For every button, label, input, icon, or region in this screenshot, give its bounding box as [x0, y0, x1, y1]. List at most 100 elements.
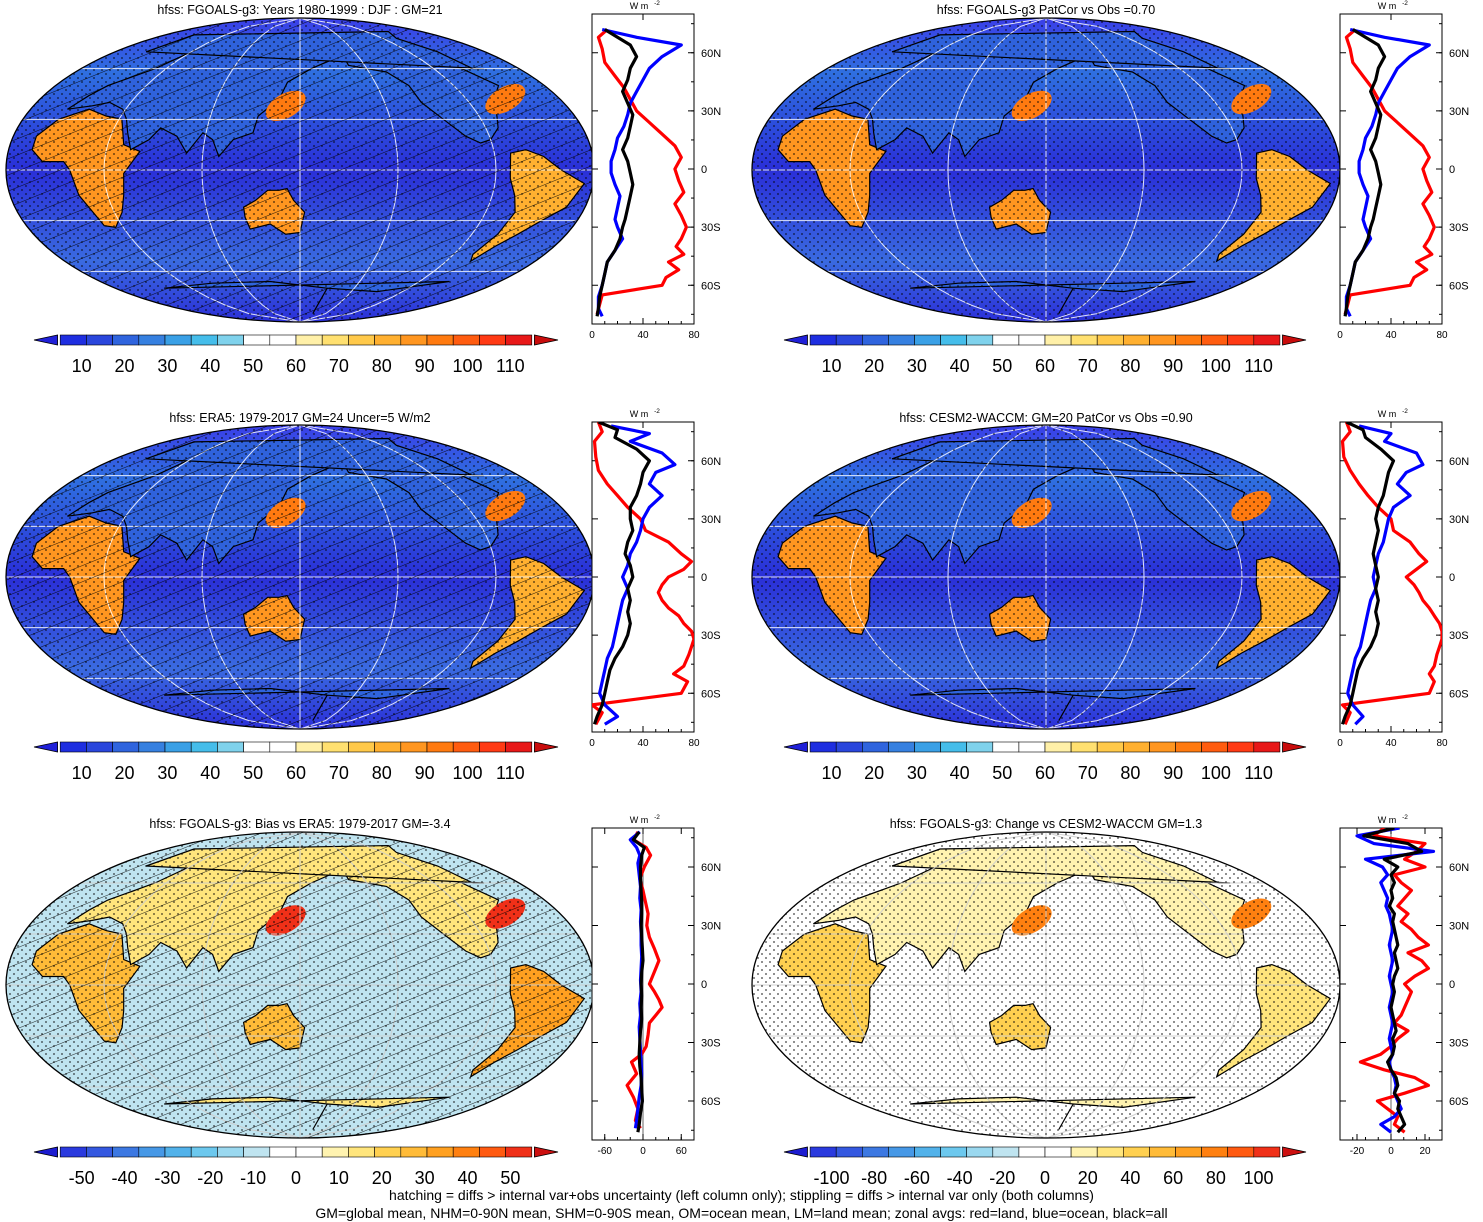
zonal-line-land	[595, 28, 688, 315]
colorbar-swatch	[888, 334, 915, 346]
colorbar-swatch	[479, 1146, 506, 1158]
panel-title: hfss: FGOALS-g3: Change vs CESM2-WACCM G…	[890, 817, 1203, 831]
colorbar-swatch	[1123, 741, 1150, 753]
zonal-line-ocean	[1346, 424, 1425, 726]
zonal-x-tick-label: 20	[1419, 1146, 1431, 1157]
colorbar-swatch	[1044, 741, 1072, 753]
colorbar-tick-label: 90	[415, 763, 435, 783]
zonal-y-tick-label: 30S	[701, 1038, 721, 1050]
zonal-line-all	[1340, 422, 1396, 725]
colorbar-max-arrow	[534, 741, 559, 753]
colorbar-tick-label: -40	[947, 1168, 973, 1188]
panel-title: hfss: FGOALS-g3 PatCor vs Obs =0.70	[937, 3, 1156, 17]
colorbar-swatch	[269, 1146, 297, 1158]
zonal-y-tick-label: 60S	[701, 280, 721, 292]
colorbar-swatch	[164, 741, 192, 753]
zonal-series-group	[595, 27, 688, 318]
zonal-x-tick-label: 40	[637, 330, 649, 341]
colorbar-tick-label: 20	[114, 763, 134, 783]
colorbar-tick-label: 50	[500, 1168, 520, 1188]
zonal-x-tick-label: 80	[688, 738, 700, 749]
zonal-x-tick-label: 40	[1385, 738, 1397, 749]
zonal-mean-plot: W m -2 -20 0 20 60N 30N 0 30S 60S	[1339, 814, 1469, 1157]
colorbar-tick-label: 70	[1078, 763, 1098, 783]
colorbar-tick-label: 40	[1120, 1168, 1140, 1188]
colorbar-tick-label: 100	[1201, 763, 1231, 783]
colorbar-swatch	[861, 1146, 889, 1158]
zonal-x-tick-label: 60	[676, 1146, 688, 1157]
hatching-overlay	[6, 425, 594, 729]
colorbar-tick-label: 20	[864, 356, 884, 376]
colorbar-swatch	[243, 1146, 271, 1158]
colorbar-swatch	[217, 741, 244, 753]
colorbar-swatch	[966, 334, 994, 346]
zonal-x-tick-label: 0	[1337, 330, 1343, 341]
zonal-y-tick-label: 60S	[701, 688, 721, 700]
colorbar-tick-label: 30	[907, 356, 927, 376]
colorbar-swatch	[914, 741, 941, 753]
colorbar-min-arrow	[33, 1146, 58, 1158]
colorbar-swatch	[374, 1146, 402, 1158]
zonal-mean-plot: W m -2 0 40 80 60N 30N 0 30S 60S	[1337, 408, 1469, 749]
zonal-unit-label: W m	[630, 409, 649, 419]
colorbar-swatch	[1070, 741, 1098, 753]
zonal-line-all	[631, 830, 646, 1133]
zonal-unit-exponent: -2	[654, 814, 660, 821]
colorbar-max-arrow	[1282, 334, 1307, 346]
zonal-series-group	[625, 830, 664, 1133]
colorbar-tick-label: 30	[415, 1168, 435, 1188]
zonal-plot-frame	[591, 13, 695, 325]
zonal-y-tick-label: 30N	[701, 514, 721, 526]
panel-6: hfss: FGOALS-g3: Change vs CESM2-WACCM G…	[751, 814, 1469, 1188]
colorbar-swatch	[992, 334, 1020, 346]
zonal-y-tick-label: 60S	[1449, 688, 1469, 700]
zonal-y-tick-label: 30S	[701, 630, 721, 642]
zonal-y-tick-label: 0	[1449, 572, 1455, 584]
colorbar-tick-label: 90	[1163, 356, 1183, 376]
zonal-mean-plot: W m -2 0 40 80 60N 30N 0 30S 60S	[1337, 0, 1469, 341]
colorbar-tick-label: 60	[286, 356, 306, 376]
zonal-y-tick-label: 30N	[1449, 921, 1469, 933]
colorbar-swatch	[1201, 741, 1228, 753]
zonal-series-group	[592, 422, 694, 726]
zonal-y-tick-label: 60N	[1449, 456, 1469, 468]
zonal-y-tick-label: 30N	[701, 921, 721, 933]
colorbar-swatch	[217, 334, 244, 346]
colorbar-swatch	[295, 334, 323, 346]
colorbar-swatch	[1227, 1146, 1255, 1158]
colorbar-swatch	[1070, 1146, 1098, 1158]
colorbar-tick-label: 0	[1040, 1168, 1050, 1188]
colorbar-tick-label: 10	[72, 763, 92, 783]
colorbar-tick-label: 100	[452, 763, 482, 783]
panel-title: hfss: ERA5: 1979-2017 GM=24 Uncer=5 W/m2	[169, 411, 430, 425]
colorbar-swatch	[966, 741, 994, 753]
zonal-unit-label: W m	[1378, 815, 1397, 825]
colorbar-swatch	[940, 334, 967, 346]
colorbar-swatch	[809, 741, 837, 753]
zonal-y-tick-label: 30S	[1449, 222, 1469, 234]
zonal-unit-exponent: -2	[1402, 814, 1408, 821]
colorbar-swatch	[1253, 741, 1281, 753]
colorbar-tick-label: 0	[291, 1168, 301, 1188]
zonal-x-tick-label: 0	[640, 1146, 646, 1157]
colorbar-swatch	[1044, 334, 1072, 346]
colorbar-swatch	[1201, 334, 1228, 346]
colorbar-swatch	[321, 741, 349, 753]
colorbar-swatch	[992, 741, 1020, 753]
colorbar-tick-label: -40	[112, 1168, 138, 1188]
colorbar-swatch	[452, 741, 480, 753]
colorbar-tick-label: 50	[243, 356, 263, 376]
colorbar-swatch	[479, 741, 506, 753]
colorbar-swatch	[1253, 1146, 1281, 1158]
colorbar-swatch	[505, 334, 533, 346]
colorbar-tick-label: -60	[904, 1168, 930, 1188]
colorbar-tick-label: -50	[69, 1168, 95, 1188]
colorbar-swatch	[1018, 334, 1046, 346]
zonal-y-tick-label: 30S	[701, 222, 721, 234]
footer-note-abbreviations: GM=global mean, NHM=0-90N mean, SHM=0-90…	[315, 1205, 1168, 1221]
colorbar-max-arrow	[1282, 1146, 1307, 1158]
colorbar-swatch	[164, 1146, 192, 1158]
zonal-mean-plot: W m -2 0 40 80 60N 30N 0 30S 60S	[589, 408, 721, 749]
stippling-overlay	[752, 832, 1340, 1138]
